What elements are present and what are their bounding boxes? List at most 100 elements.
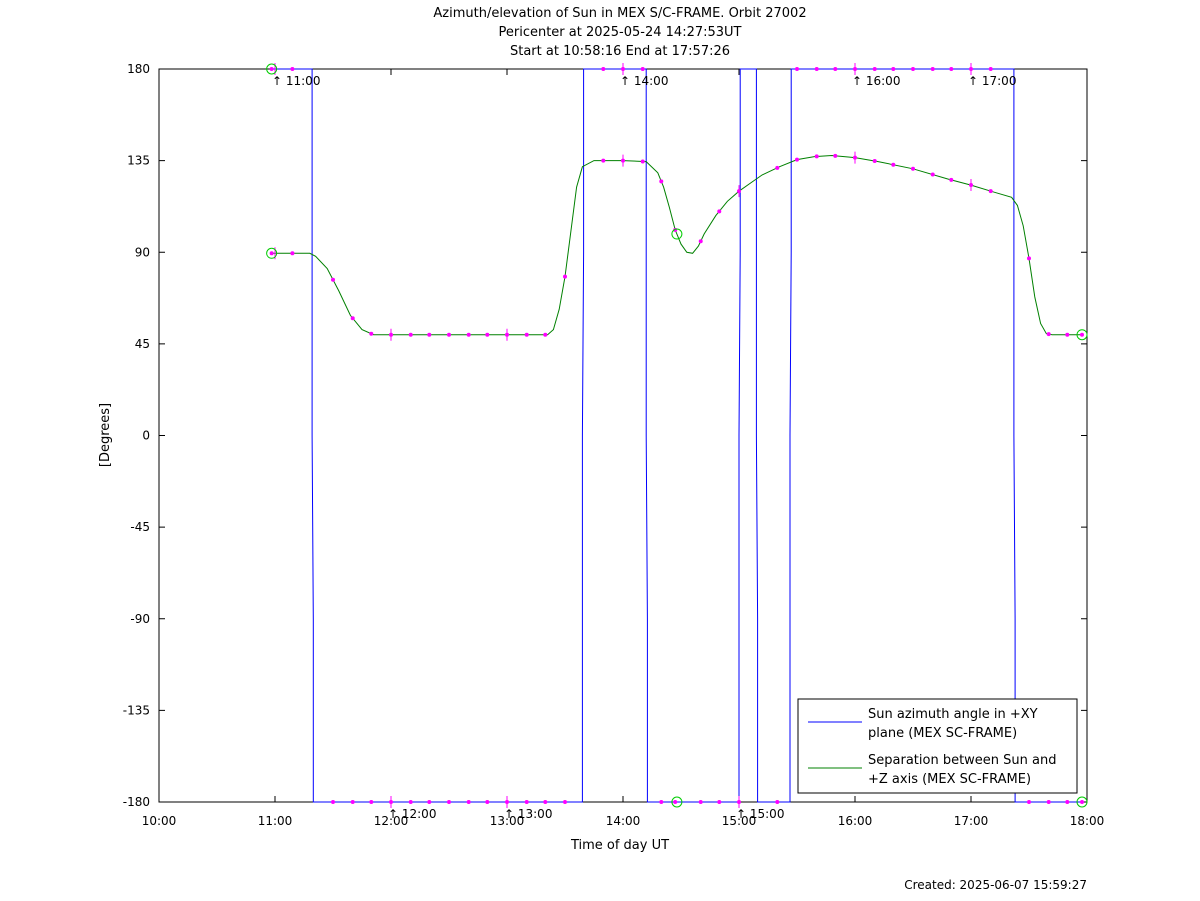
separation-marker bbox=[447, 332, 451, 337]
azimuth-marker bbox=[563, 800, 567, 804]
separation-marker bbox=[814, 154, 819, 159]
separation-marker bbox=[466, 332, 471, 337]
separation-marker bbox=[640, 159, 645, 164]
separation-marker bbox=[350, 316, 355, 321]
x-tick-label: 16:00 bbox=[838, 814, 873, 828]
separation-marker bbox=[775, 165, 780, 170]
azimuth-marker bbox=[795, 67, 799, 71]
title-line-2: Pericenter at 2025-05-24 14:27:53UT bbox=[498, 25, 741, 40]
chart-title: Azimuth/elevation of Sun in MEX S/C-FRAM… bbox=[433, 6, 806, 59]
azimuth-marker bbox=[833, 67, 838, 71]
azimuth-marker bbox=[447, 800, 451, 804]
created-timestamp: Created: 2025-06-07 15:59:27 bbox=[904, 878, 1087, 892]
start-marker-separation bbox=[266, 247, 278, 259]
separation-marker bbox=[369, 331, 374, 336]
azimuth-marker bbox=[524, 800, 529, 804]
y-tick-label: 90 bbox=[135, 245, 150, 259]
separation-marker bbox=[601, 158, 606, 163]
y-tick-label: 135 bbox=[127, 154, 150, 168]
separation-marker bbox=[659, 179, 664, 184]
x-tick-label: 13:00 bbox=[490, 814, 525, 828]
separation-marker bbox=[1046, 332, 1051, 337]
separation-marker bbox=[1080, 332, 1085, 337]
azimuth-marker bbox=[698, 800, 703, 804]
end-marker-separation bbox=[1076, 329, 1088, 341]
x-tick-label: 18:00 bbox=[1070, 814, 1105, 828]
x-tick-label: 17:00 bbox=[954, 814, 989, 828]
separation-marker bbox=[563, 274, 567, 279]
azimuth-marker bbox=[408, 800, 413, 804]
x-tick-label: 10:00 bbox=[142, 814, 177, 828]
y-tick-label: -90 bbox=[130, 612, 150, 626]
y-axis-label: [Degrees] bbox=[98, 403, 113, 467]
separation-marker bbox=[872, 159, 877, 164]
separation-marker bbox=[543, 332, 548, 337]
y-tick-label: 45 bbox=[135, 337, 150, 351]
azimuth-marker bbox=[1046, 800, 1051, 804]
y-tick-label: 180 bbox=[127, 62, 150, 76]
separation-marker bbox=[795, 157, 799, 162]
separation-marker bbox=[891, 162, 896, 167]
separation-marker bbox=[427, 332, 432, 337]
x-tick-label: 11:00 bbox=[258, 814, 293, 828]
azimuth-marker bbox=[775, 800, 780, 804]
separation-marker bbox=[1027, 256, 1031, 261]
separation-marker bbox=[408, 332, 413, 337]
azimuth-marker bbox=[717, 800, 722, 804]
separation-marker bbox=[1065, 332, 1070, 337]
title-line-1: Azimuth/elevation of Sun in MEX S/C-FRAM… bbox=[433, 6, 806, 21]
azimuth-marker bbox=[891, 67, 896, 71]
x-tick-label: 14:00 bbox=[606, 814, 641, 828]
azimuth-marker bbox=[988, 67, 993, 71]
azimuth-marker bbox=[485, 800, 490, 804]
legend: Sun azimuth angle in +XY plane (MEX SC-FR… bbox=[797, 698, 1078, 794]
azimuth-marker bbox=[1080, 800, 1085, 804]
azimuth-marker bbox=[673, 800, 678, 804]
hour-tick-label: ↑ 13:00 bbox=[504, 807, 552, 821]
legend-label-2: +Z axis (MEX SC-FRAME) bbox=[868, 772, 1031, 787]
azimuth-marker bbox=[949, 67, 954, 71]
azimuth-marker bbox=[350, 800, 355, 804]
title-line-3: Start at 10:58:16 End at 17:57:26 bbox=[510, 44, 730, 59]
markers-layer: ↑ 11:00 ↑ 12:00 ↑ 13:00 ↑ 14:00 ↑ 15:00 ↑ 16:… bbox=[266, 63, 1088, 821]
hour-tick-label: ↑ 12:00 bbox=[388, 807, 436, 821]
azimuth-marker bbox=[1027, 800, 1031, 804]
azimuth-marker bbox=[872, 67, 877, 71]
azimuth-marker bbox=[814, 67, 819, 71]
separation-marker bbox=[949, 177, 954, 182]
azimuth-marker bbox=[659, 800, 664, 804]
y-tick-label: -135 bbox=[123, 703, 150, 717]
y-tick-label: -180 bbox=[123, 795, 150, 809]
y-tick-label: 0 bbox=[142, 429, 150, 443]
x-tick-label: 12:00 bbox=[374, 814, 409, 828]
separation-marker bbox=[833, 153, 838, 158]
x-axis-label: Time of day UT bbox=[570, 838, 669, 853]
legend-label-1: Sun azimuth angle in +XY bbox=[868, 707, 1038, 722]
azimuth-marker bbox=[269, 67, 274, 71]
start-marker-azimuth bbox=[266, 63, 278, 75]
hour-tick-label: ↑ 11:00 bbox=[272, 74, 320, 88]
x-tick-label: 15:00 bbox=[722, 814, 757, 828]
separation-marker bbox=[485, 332, 490, 337]
separation-marker bbox=[331, 277, 335, 282]
separation-marker bbox=[290, 251, 295, 256]
separation-marker bbox=[717, 209, 722, 214]
hour-tick-label: ↑ 16:00 bbox=[852, 74, 900, 88]
hour-tick-label: ↑ 14:00 bbox=[620, 74, 668, 88]
legend-box bbox=[797, 698, 1078, 794]
legend-label-1: plane (MEX SC-FRAME) bbox=[868, 726, 1017, 741]
series-line-1 bbox=[271, 68, 1082, 803]
azimuth-marker bbox=[911, 67, 915, 71]
separation-marker bbox=[930, 172, 935, 177]
hour-tick-label: ↑ 15:00 bbox=[736, 807, 784, 821]
separation-marker bbox=[911, 166, 915, 171]
azimuth-marker bbox=[427, 800, 432, 804]
azimuth-marker bbox=[369, 800, 374, 804]
separation-marker bbox=[269, 251, 274, 256]
pericenter-marker-separation bbox=[671, 228, 683, 240]
separation-marker bbox=[988, 189, 993, 194]
pericenter-marker-azimuth bbox=[671, 796, 683, 808]
separation-marker bbox=[698, 239, 703, 244]
series-line-2 bbox=[271, 154, 1082, 336]
